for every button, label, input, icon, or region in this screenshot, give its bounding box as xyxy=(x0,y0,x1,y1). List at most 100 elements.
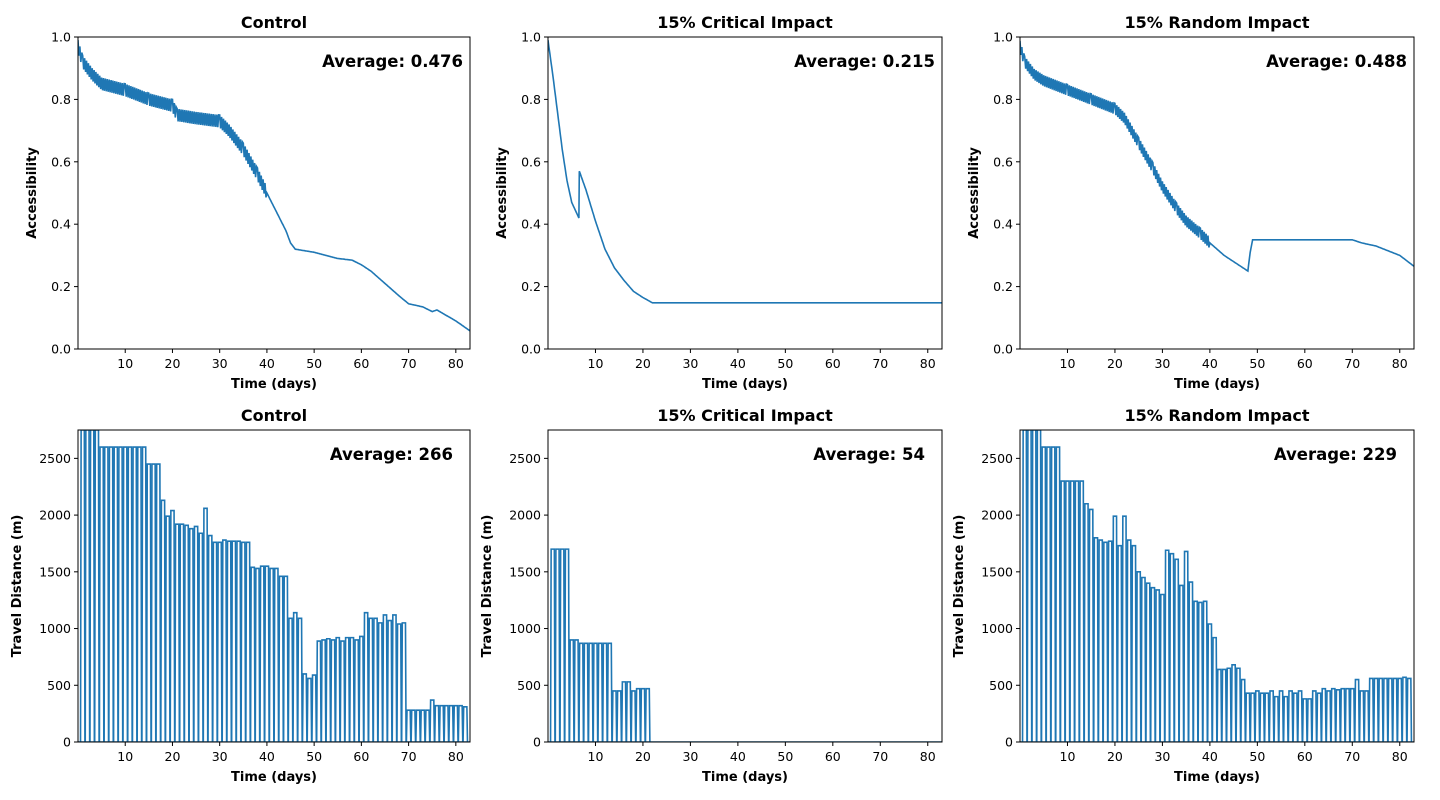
bar-spike xyxy=(415,709,422,742)
bar-spike xyxy=(230,540,237,742)
bar-spike xyxy=(372,617,379,742)
bar-spike xyxy=(235,540,242,742)
bar-spike xyxy=(1363,690,1370,742)
bar-spike xyxy=(1178,584,1185,742)
bar-spike xyxy=(1287,690,1294,742)
bar-spike xyxy=(616,690,623,742)
bar-spike xyxy=(1392,677,1399,742)
x-tick-label: 70 xyxy=(872,749,888,764)
y-tick-label: 0.0 xyxy=(521,342,541,357)
bar-spike xyxy=(1387,677,1394,742)
x-tick-label: 10 xyxy=(1060,356,1076,371)
bar-spike xyxy=(1401,676,1408,742)
bar-spike xyxy=(573,639,580,742)
y-tick-label: 500 xyxy=(47,678,71,693)
bar-spike xyxy=(306,677,313,742)
y-tick-label: 0.8 xyxy=(521,92,541,107)
average-annotation: Average: 0.488 xyxy=(1266,52,1407,71)
x-axis-label: Time (days) xyxy=(1174,770,1260,785)
x-tick-label: 30 xyxy=(682,749,698,764)
bar-spike xyxy=(1335,689,1342,742)
bar-spike xyxy=(1126,539,1133,742)
bar-spike xyxy=(1050,446,1057,742)
x-tick-label: 80 xyxy=(920,749,936,764)
bar-spike xyxy=(582,642,589,742)
bar-spike xyxy=(344,636,351,742)
y-tick-label: 1500 xyxy=(509,564,541,579)
bar-spike xyxy=(117,446,124,742)
average-annotation: Average: 54 xyxy=(813,445,925,464)
y-tick-label: 0.2 xyxy=(51,279,71,294)
bar-spike xyxy=(202,507,209,742)
bar-spike xyxy=(240,541,247,742)
bar-spike xyxy=(381,614,388,742)
bar-spike xyxy=(1349,687,1356,742)
y-tick-label: 0.2 xyxy=(993,279,1013,294)
bar-spike xyxy=(1377,677,1384,742)
y-tick-label: 2500 xyxy=(39,451,71,466)
series-line xyxy=(78,40,470,332)
bar-spike xyxy=(429,699,436,742)
y-axis-label: Accessibility xyxy=(495,147,510,239)
y-tick-label: 2000 xyxy=(509,508,541,523)
x-tick-label: 10 xyxy=(588,749,604,764)
x-tick-label: 80 xyxy=(1392,749,1408,764)
x-tick-label: 40 xyxy=(1202,356,1218,371)
bar-spike xyxy=(103,446,110,742)
bar-spike xyxy=(448,704,455,742)
bar-spike xyxy=(188,527,195,742)
x-tick-label: 30 xyxy=(1154,749,1170,764)
y-tick-label: 0.6 xyxy=(993,154,1013,169)
bar-spike xyxy=(1344,687,1351,742)
x-tick-label: 30 xyxy=(1154,356,1170,371)
bar-spike xyxy=(216,541,223,742)
bar-spike xyxy=(396,623,403,742)
axes-frame xyxy=(1019,36,1415,350)
bar-spike xyxy=(1406,677,1413,742)
bar-spike xyxy=(348,636,355,742)
chart-panel-3: 10 20 30 40 50 60 70 80 0.0 0.2 0.4 0.6 0.8 1.0 15% Ra… xyxy=(967,13,1415,392)
bar-spike xyxy=(1249,692,1256,742)
bar-spike xyxy=(278,575,285,742)
bar-spike xyxy=(367,617,374,742)
bar-spike xyxy=(644,687,651,742)
bar-spike xyxy=(1316,692,1323,742)
x-tick-label: 50 xyxy=(306,356,322,371)
bar-spike xyxy=(155,463,162,742)
bar-spike xyxy=(1069,480,1076,742)
bar-spike xyxy=(150,463,157,742)
bar-spike xyxy=(93,430,100,742)
x-tick-label: 70 xyxy=(401,356,417,371)
y-tick-label: 1.0 xyxy=(521,30,541,45)
average-annotation: Average: 0.215 xyxy=(794,52,935,71)
bar-spike xyxy=(1045,446,1052,742)
bar-spike xyxy=(1282,695,1289,742)
bar-spike xyxy=(334,636,341,742)
bar-spike xyxy=(1159,593,1166,742)
chart-title: 15% Random Impact xyxy=(1124,13,1309,32)
bar-spike xyxy=(211,541,218,742)
bar-spike xyxy=(245,541,252,742)
axes-frame xyxy=(77,429,471,743)
bar-spike xyxy=(89,430,96,742)
x-tick-label: 70 xyxy=(1344,356,1360,371)
bar-spike xyxy=(1102,541,1109,742)
y-tick-label: 2000 xyxy=(39,508,71,523)
plot-area xyxy=(1020,40,1414,273)
chart-panel-2: 10 20 30 40 50 60 70 80 0.0 0.2 0.4 0.6 0.8 1.0 15% Cr… xyxy=(495,13,943,392)
bar-spike xyxy=(1092,536,1099,742)
bar-spike xyxy=(273,567,280,742)
bar-spike xyxy=(1111,515,1118,742)
bar-spike xyxy=(1301,698,1308,742)
bar-spike xyxy=(1221,668,1228,742)
y-axis-label: Travel Distance (m) xyxy=(952,515,967,658)
x-tick-label: 60 xyxy=(353,749,369,764)
x-axis-label: Time (days) xyxy=(702,377,788,392)
bar-spike xyxy=(1202,600,1209,742)
bar-spike xyxy=(301,673,308,742)
bar-spike xyxy=(311,674,318,742)
y-tick-label: 1500 xyxy=(39,564,71,579)
bar-spike xyxy=(98,446,105,742)
x-tick-label: 70 xyxy=(401,749,417,764)
